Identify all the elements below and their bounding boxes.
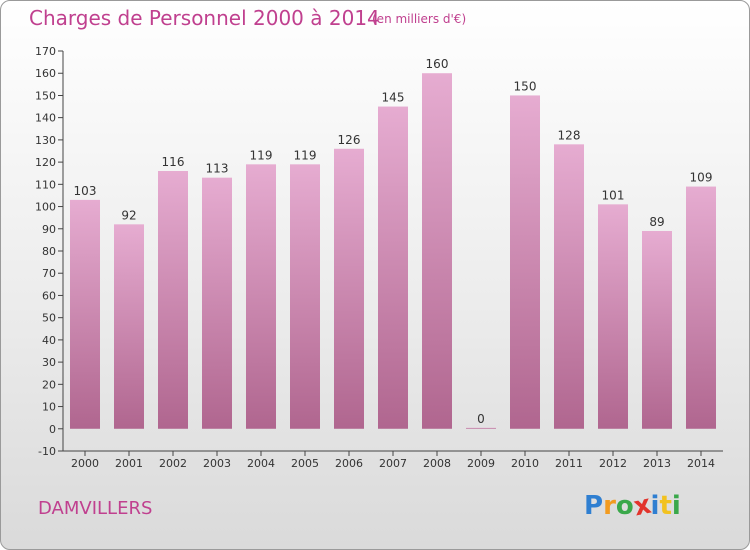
bar	[554, 144, 584, 429]
x-tick-label: 2004	[247, 457, 275, 470]
data-label: 116	[162, 155, 185, 169]
data-label: 101	[602, 188, 625, 202]
logo-letter: i	[671, 491, 681, 521]
bar	[334, 148, 364, 429]
bar	[246, 164, 276, 429]
y-tick-label: 160	[35, 67, 56, 80]
y-tick-label: 150	[35, 89, 56, 102]
y-tick-label: 30	[42, 356, 56, 369]
bar	[598, 204, 628, 429]
x-tick-label: 2002	[159, 457, 187, 470]
x-tick-label: 2000	[71, 457, 99, 470]
logo-letter: r	[603, 491, 616, 521]
y-tick-label: 20	[42, 378, 56, 391]
commune-name: DAMVILLERS	[38, 498, 153, 519]
x-tick-label: 2008	[423, 457, 451, 470]
logo-letter: i	[650, 491, 660, 521]
y-tick-label: 90	[42, 223, 56, 236]
x-tick-label: 2009	[467, 457, 495, 470]
x-tick-label: 2014	[687, 457, 715, 470]
data-label: 128	[558, 128, 581, 142]
bar	[510, 95, 540, 429]
x-tick-label: 2012	[599, 457, 627, 470]
y-tick-label: 70	[42, 267, 56, 280]
x-tick-label: 2003	[203, 457, 231, 470]
data-label: 126	[338, 133, 361, 147]
bar	[422, 73, 452, 429]
bar	[70, 199, 100, 429]
x-tick-label: 2001	[115, 457, 143, 470]
logo-letter: t	[659, 491, 672, 521]
data-label: 109	[690, 171, 713, 185]
x-tick-label: 2011	[555, 457, 583, 470]
bar	[202, 177, 232, 429]
x-tick-label: 2010	[511, 457, 539, 470]
y-tick-label: 110	[35, 178, 56, 191]
bar	[642, 231, 672, 429]
x-tick-label: 2005	[291, 457, 319, 470]
y-tick-label: 0	[49, 423, 56, 436]
y-tick-label: -10	[38, 445, 56, 458]
bar	[158, 171, 188, 429]
x-tick-label: 2013	[643, 457, 671, 470]
y-tick-label: 140	[35, 112, 56, 125]
proxiti-logo: Proxiti	[584, 490, 681, 523]
y-tick-label: 60	[42, 289, 56, 302]
y-tick-label: 10	[42, 401, 56, 414]
bar	[114, 224, 144, 429]
chart-title: Charges de Personnel 2000 à 2014	[29, 6, 380, 30]
data-label: 160	[426, 57, 449, 71]
y-tick-label: 80	[42, 245, 56, 258]
logo-letter: o	[615, 491, 634, 521]
y-tick-label: 100	[35, 201, 56, 214]
data-label: 119	[250, 148, 273, 162]
data-label: 89	[649, 215, 664, 229]
x-tick-label: 2006	[335, 457, 363, 470]
y-tick-label: 40	[42, 334, 56, 347]
y-tick-label: 120	[35, 156, 56, 169]
data-label: 92	[121, 208, 136, 222]
y-tick-label: 130	[35, 134, 56, 147]
data-label: 113	[206, 162, 229, 176]
bar	[290, 164, 320, 429]
bar	[378, 106, 408, 429]
data-label: 145	[382, 91, 405, 105]
data-label: 103	[74, 184, 97, 198]
data-label: 119	[294, 148, 317, 162]
bar	[686, 186, 716, 429]
data-label: 150	[514, 79, 537, 93]
bar	[466, 427, 496, 429]
chart-subtitle: (en milliers d'€)	[372, 12, 467, 26]
y-tick-label: 50	[42, 312, 56, 325]
y-tick-label: 170	[35, 45, 56, 58]
logo-letter: P	[584, 491, 604, 521]
data-label: 0	[477, 412, 485, 426]
x-tick-label: 2007	[379, 457, 407, 470]
